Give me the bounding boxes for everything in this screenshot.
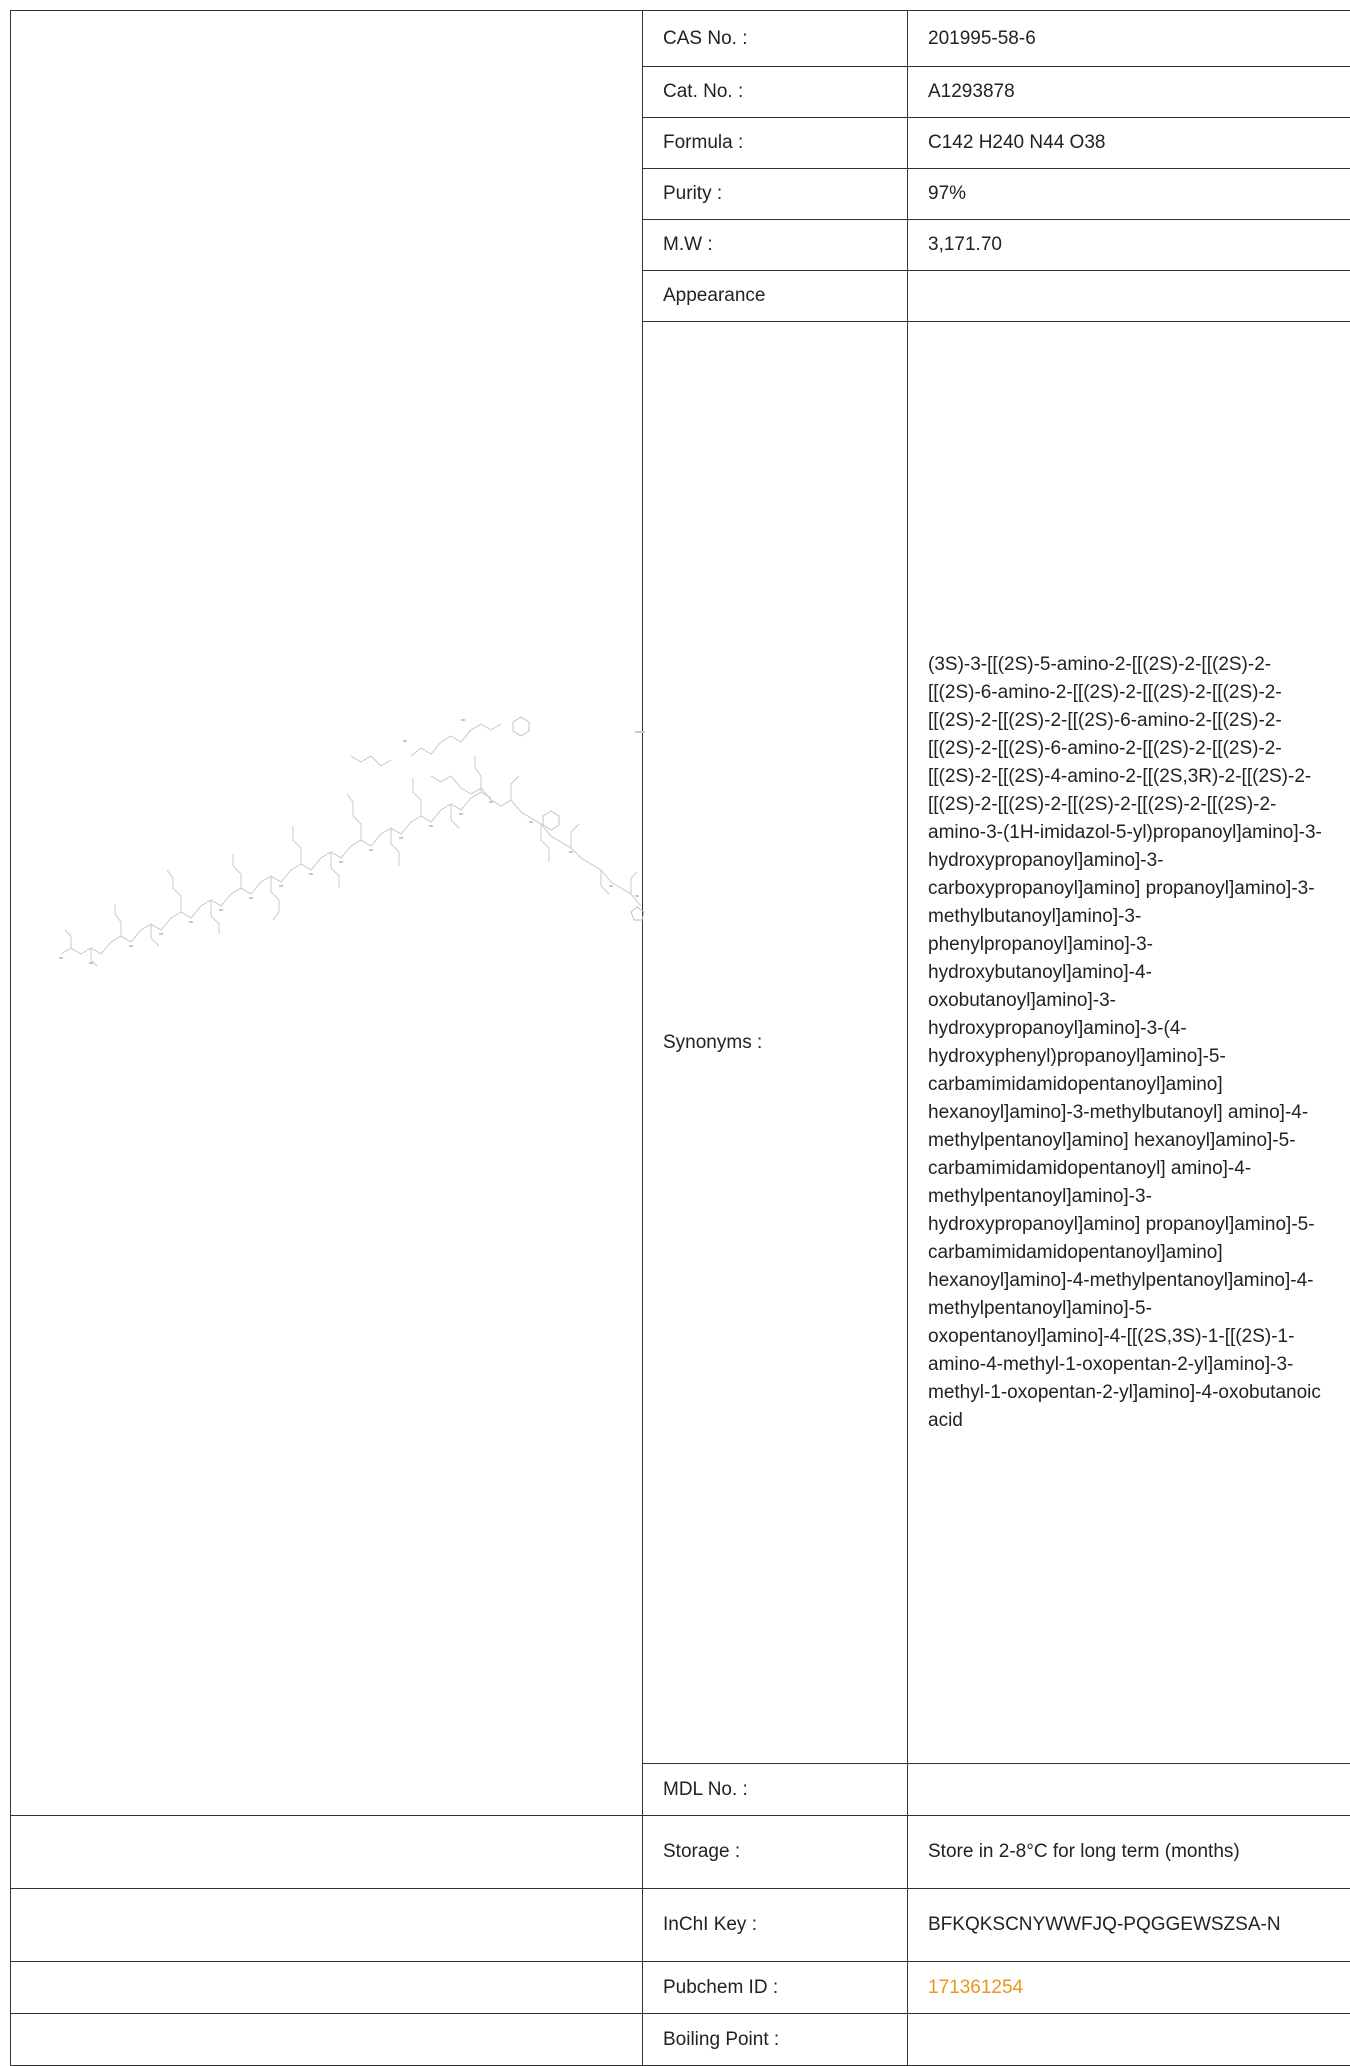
appearance-value — [908, 271, 1350, 322]
cas-label: CAS No. : — [643, 11, 908, 67]
pubchem-value-cell: 171361254 — [908, 1962, 1350, 2014]
cat-label: Cat. No. : — [643, 67, 908, 118]
product-spec-page: CAS No. : 201995-58-6 Cat. No. : A129387… — [10, 10, 1350, 2066]
synonyms-label: Synonyms : — [643, 322, 908, 1764]
formula-label: Formula : — [643, 118, 908, 169]
boiling-value — [908, 2014, 1350, 2066]
atom-labels — [59, 719, 645, 964]
boiling-empty-cell — [11, 2014, 643, 2066]
cas-value: 201995-58-6 — [908, 11, 1350, 67]
mw-label: M.W : — [643, 220, 908, 271]
storage-value: Store in 2-8°C for long term (months) — [908, 1816, 1350, 1889]
inchi-value: BFKQKSCNYWWFJQ-PQGGEWSZSA-N — [908, 1889, 1350, 1962]
formula-value: C142 H240 N44 O38 — [908, 118, 1350, 169]
row-inchi: InChI Key : BFKQKSCNYWWFJQ-PQGGEWSZSA-N — [11, 1889, 1350, 1962]
row-boiling: Boiling Point : — [11, 2014, 1350, 2066]
cat-value: A1293878 — [908, 67, 1350, 118]
pubchem-empty-cell — [11, 1962, 643, 2014]
chemical-structure-image — [31, 36, 663, 1791]
storage-label: Storage : — [643, 1816, 908, 1889]
row-cas: CAS No. : 201995-58-6 — [11, 11, 1350, 67]
product-spec-table: CAS No. : 201995-58-6 Cat. No. : A129387… — [10, 10, 1350, 2066]
row-storage: Storage : Store in 2-8°C for long term (… — [11, 1816, 1350, 1889]
inchi-empty-cell — [11, 1889, 643, 1962]
mdl-label: MDL No. : — [643, 1764, 908, 1816]
boiling-label: Boiling Point : — [643, 2014, 908, 2066]
pubchem-link[interactable]: 171361254 — [928, 1977, 1023, 1998]
row-pubchem: Pubchem ID : 171361254 — [11, 1962, 1350, 2014]
mdl-value — [908, 1764, 1350, 1816]
synonyms-value: (3S)-3-[[(2S)-5-amino-2-[[(2S)-2-[[(2S)-… — [908, 322, 1350, 1764]
purity-value: 97% — [908, 169, 1350, 220]
appearance-label: Appearance — [643, 271, 908, 322]
inchi-label: InChI Key : — [643, 1889, 908, 1962]
mw-value: 3,171.70 — [908, 220, 1350, 271]
pubchem-label: Pubchem ID : — [643, 1962, 908, 2014]
storage-empty-cell — [11, 1816, 643, 1889]
structure-image-cell — [11, 11, 643, 1816]
molecule-skeleton — [61, 724, 641, 966]
purity-label: Purity : — [643, 169, 908, 220]
